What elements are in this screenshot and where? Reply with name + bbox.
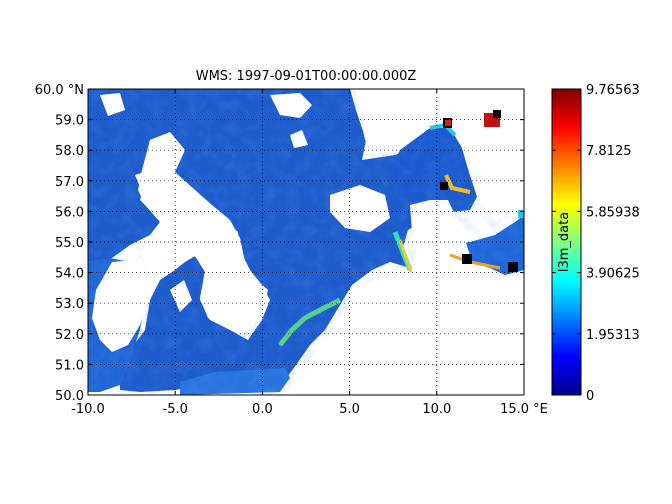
saturated-spot-2 — [493, 110, 501, 118]
x-tick-label: 5.0 — [339, 402, 360, 417]
y-tick-label: 55.0 — [55, 236, 84, 251]
coastal-high-kattegat — [444, 174, 471, 194]
colorbar-label: l3m_data — [557, 212, 572, 272]
y-tick-label: 59.0 — [55, 114, 84, 129]
data-field — [88, 89, 524, 395]
y-tick-label: 51.0 — [55, 358, 84, 373]
cloud-gap-6 — [170, 280, 192, 312]
saturated-spot-5 — [440, 182, 448, 190]
y-tick-label: 52.0 — [55, 328, 84, 343]
y-tick-label: 54.0 — [55, 267, 84, 282]
colorbar-tick-label: 0 — [586, 389, 594, 404]
y-tick-label: 58.0 — [55, 144, 84, 159]
cloud-gap-1 — [330, 185, 390, 232]
cloud-gap-3 — [100, 93, 125, 116]
saturated-spot-7 — [508, 262, 518, 272]
x-tick-label: 15.0 °E — [500, 402, 548, 417]
saturated-spot-4 — [445, 120, 451, 126]
y-tick-label: 50.0 — [55, 389, 84, 404]
x-axis: -10.0 -5.0 0.0 5.0 10.0 15.0 °E — [71, 89, 548, 417]
saturated-spot-8 — [518, 210, 524, 218]
coastal-high-belgian — [278, 297, 342, 347]
y-tick-label: 56.0 — [55, 205, 84, 220]
land-ireland — [92, 260, 148, 352]
land-great-britain — [138, 132, 268, 332]
colorbar: 0 1.95313 3.90625 5.85938 7.8125 9.76563 l3m_… — [551, 83, 640, 404]
colorbar-tick-label: 1.95313 — [586, 328, 640, 343]
x-tick-label: 10.0 — [422, 402, 451, 417]
colorbar-gradient — [551, 88, 582, 396]
cloud-gap-2 — [270, 93, 312, 118]
colorbar-ticks: 0 1.95313 3.90625 5.85938 7.8125 9.76563 — [552, 83, 640, 404]
saturated-spot-6 — [462, 254, 472, 264]
coastal-high-german — [398, 239, 413, 273]
x-tick-label: -5.0 — [163, 402, 188, 417]
x-tick-label: -10.0 — [71, 402, 105, 417]
colorbar-tick-label: 5.85938 — [586, 205, 640, 220]
colorbar-tick-label: 9.76563 — [586, 83, 640, 98]
x-tick-label: 0.0 — [252, 402, 273, 417]
cloud-gap-5 — [290, 130, 308, 148]
y-tick-label: 57.0 — [55, 175, 84, 190]
chart-title: WMS: 1997-09-01T00:00:00.000Z — [196, 69, 417, 84]
land-denmark — [410, 200, 455, 240]
y-tick-label: 60.0 °N — [35, 83, 84, 98]
colorbar-tick-label: 7.8125 — [586, 144, 632, 159]
land-continent — [295, 225, 524, 395]
y-axis: 50.0 51.0 52.0 53.0 54.0 55.0 56.0 57.0 58.0 59.0… — [35, 83, 524, 404]
plot-area — [87, 88, 525, 396]
grid-lines — [88, 89, 524, 395]
land-scandinavia — [355, 89, 524, 215]
cloud-gap-4 — [135, 170, 158, 192]
colorbar-tick-label: 3.90625 — [586, 267, 640, 282]
y-tick-label: 53.0 — [55, 297, 84, 312]
